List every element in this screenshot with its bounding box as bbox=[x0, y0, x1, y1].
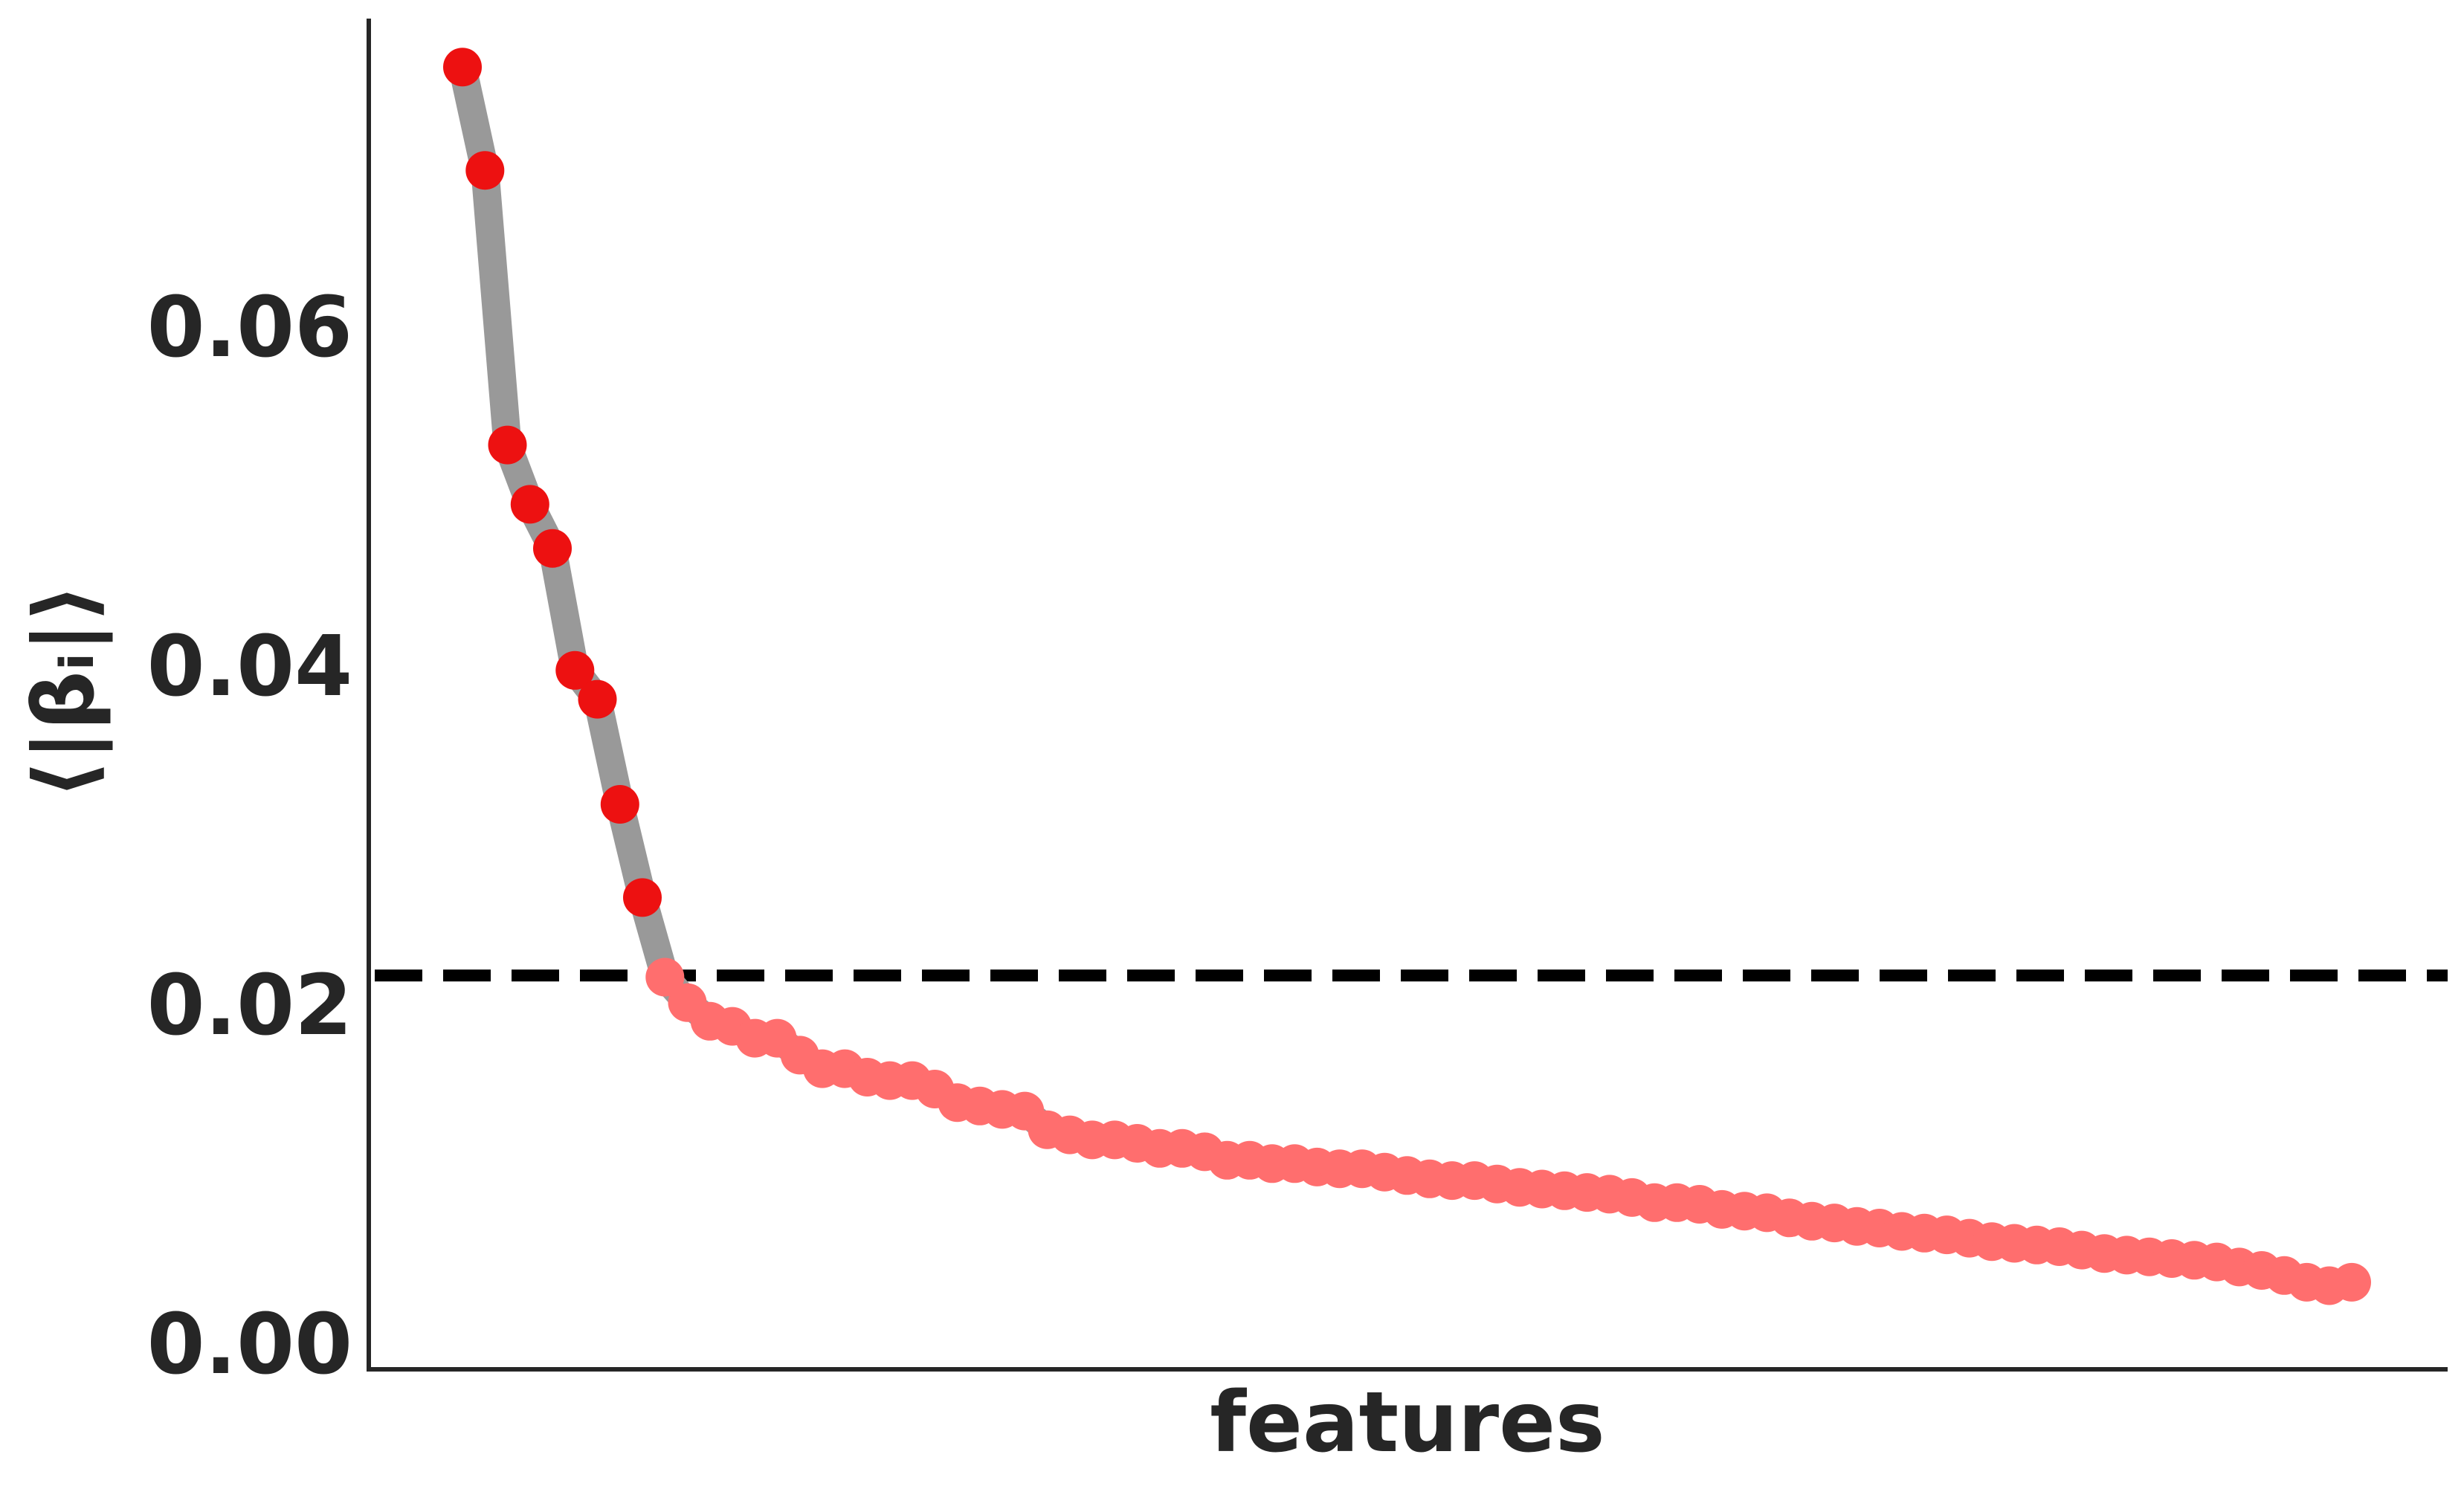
other-point-1 bbox=[645, 957, 685, 997]
selected-point-5 bbox=[533, 529, 572, 568]
selected-point-3 bbox=[488, 425, 527, 465]
y-tick-labels: 0.00 0.02 0.04 0.06 bbox=[147, 280, 352, 1393]
selected-point-1 bbox=[443, 48, 482, 87]
selected-point-6 bbox=[555, 650, 595, 690]
y-tick-label: 0.00 bbox=[147, 1296, 352, 1393]
y-axis-label: ⟨|βᵢ|⟩ bbox=[16, 584, 113, 799]
series-line bbox=[448, 53, 2366, 1300]
y-tick-label: 0.04 bbox=[147, 618, 352, 715]
axes bbox=[367, 19, 2448, 1372]
selected-point-9 bbox=[623, 878, 662, 917]
line-layer bbox=[448, 53, 2366, 1300]
data-points bbox=[443, 48, 2371, 1305]
y-tick-label: 0.06 bbox=[147, 280, 352, 376]
selected-point-2 bbox=[465, 151, 505, 190]
selected-point-8 bbox=[600, 785, 639, 824]
selected-point-7 bbox=[578, 679, 617, 719]
selected-point-4 bbox=[510, 485, 549, 524]
other-point-76 bbox=[2332, 1262, 2371, 1302]
x-axis-label: features bbox=[1210, 1375, 1604, 1471]
y-tick-label: 0.02 bbox=[147, 957, 352, 1054]
